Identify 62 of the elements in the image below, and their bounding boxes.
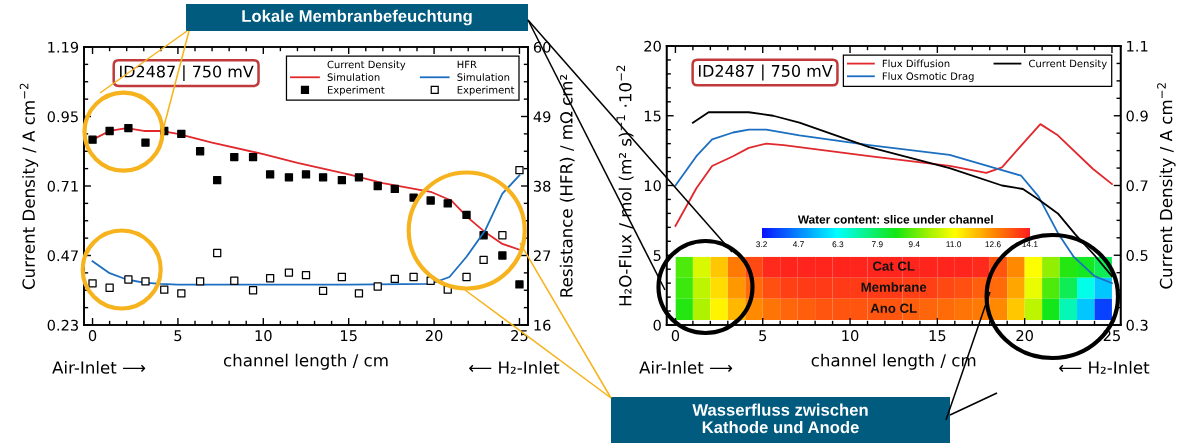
- x-tick-label: 5: [174, 330, 182, 342]
- text: Wasserfluss zwischen Kathode und Anode: [692, 403, 868, 434]
- legend-label: Simulation: [327, 73, 380, 81]
- legend-label: Experiment: [327, 85, 385, 96]
- text: Lokale Membranbefeuchtung: [242, 9, 472, 26]
- y-tick-label: 0.47: [47, 250, 78, 262]
- color-bar-label: 9.4: [908, 241, 920, 248]
- y2-axis-title: Current Density / A cm$^{−2}$: [1157, 83, 1176, 289]
- y2-tick-label: 16: [534, 319, 551, 331]
- text: Air-Inlet ⟶: [52, 360, 146, 374]
- x-tick-label: 15: [929, 330, 946, 342]
- y-tick-label: 20: [644, 40, 661, 52]
- legend-label: Flux Diffusion: [882, 59, 950, 68]
- y-tick-label: 15: [644, 110, 661, 122]
- y-tick-label: 10: [644, 180, 661, 192]
- y2-tick-label: 38: [533, 180, 551, 192]
- x-axis-title: channel length / cm: [223, 353, 388, 370]
- y2-axis-title: Resistance (HFR) / mΩ cm²: [559, 74, 575, 297]
- color-bar-title: Water content: slice under channel: [797, 214, 993, 224]
- y-tick-label: 0: [653, 319, 661, 331]
- y2-tick-label: 0.7: [1126, 180, 1148, 192]
- x-tick-label: 20: [1016, 330, 1033, 342]
- legend-label: Flux Osmotic Drag: [882, 72, 974, 82]
- y2-tick-label: 0.5: [1126, 249, 1148, 261]
- y2-tick-label: 1.1: [1127, 40, 1148, 52]
- legend-label: Experiment: [457, 85, 515, 96]
- text: HFR: [457, 60, 477, 69]
- y2-tick-label: 27: [533, 250, 551, 262]
- color-bar-label: 11.0: [946, 241, 962, 248]
- y-tick-label: Membrane: [861, 282, 927, 292]
- y-tick-label: Ano CL: [870, 303, 917, 313]
- legend-label: Current Density: [1029, 59, 1107, 70]
- y-tick-label: 0.71: [47, 180, 78, 192]
- y2-tick-label: 0.3: [1126, 319, 1148, 331]
- legend-label: Simulation: [457, 73, 510, 81]
- y2-tick-label: 0.9: [1126, 110, 1148, 122]
- color-bar-label: 12.6: [985, 241, 1001, 248]
- y2-tick-label: 49: [533, 111, 551, 123]
- y-tick-label: 5: [653, 250, 661, 261]
- x-tick-label: 10: [255, 330, 272, 342]
- y-axis-title: Current Density / A cm$^{−2}$: [19, 83, 39, 290]
- text: ⟵ H₂-Inlet: [1059, 360, 1150, 374]
- x-tick-label: 15: [341, 330, 357, 342]
- x-tick-label: 20: [425, 330, 443, 342]
- y-tick-label: 0.95: [47, 111, 78, 123]
- annotation: ID2487 | 750 mV: [698, 64, 833, 81]
- x-tick-label: 25: [511, 330, 528, 342]
- x-tick-label: 0: [671, 330, 680, 342]
- color-bar-label: 7.9: [871, 241, 883, 248]
- text: Air-Inlet ⟶: [639, 360, 733, 374]
- y-axis-title: H₂O-Flux / mol (m² s)$^{−1}$ ·10$^{−2}$: [616, 65, 634, 306]
- text: ⟵ H₂-Inlet: [469, 360, 560, 374]
- x-tick-label: 5: [759, 330, 767, 342]
- y-tick-label: Cat CL: [872, 261, 915, 271]
- color-bar-label: 6.3: [832, 241, 844, 248]
- x-tick-label: 10: [842, 330, 859, 342]
- y-tick-label: 0.23: [47, 319, 78, 331]
- y-tick-label: 1.19: [48, 41, 79, 53]
- color-bar-label: 3.2: [756, 241, 767, 248]
- color-bar-label: 4.7: [792, 241, 804, 248]
- x-tick-label: 0: [88, 330, 97, 342]
- text: Current Density: [327, 60, 406, 71]
